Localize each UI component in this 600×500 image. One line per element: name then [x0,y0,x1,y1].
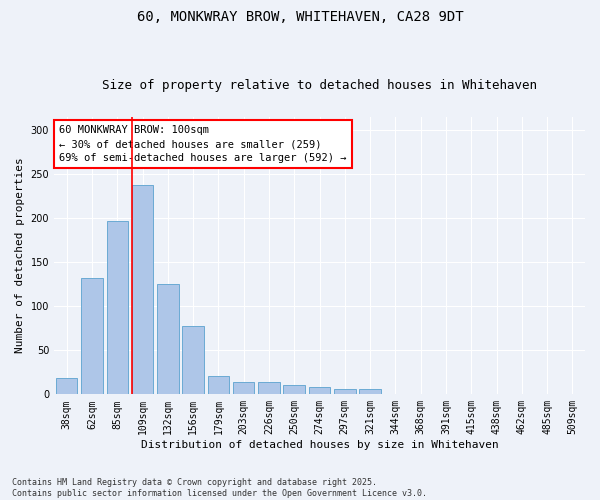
Bar [233,382,254,394]
Bar [182,326,204,394]
Bar [258,382,280,394]
Bar [309,388,330,394]
Bar [56,378,77,394]
Y-axis label: Number of detached properties: Number of detached properties [15,158,25,354]
Text: 60 MONKWRAY BROW: 100sqm
← 30% of detached houses are smaller (259)
69% of semi-: 60 MONKWRAY BROW: 100sqm ← 30% of detach… [59,125,347,163]
Bar [359,389,381,394]
Bar [283,384,305,394]
Bar [334,389,356,394]
X-axis label: Distribution of detached houses by size in Whitehaven: Distribution of detached houses by size … [140,440,499,450]
Bar [157,284,179,395]
Text: 60, MONKWRAY BROW, WHITEHAVEN, CA28 9DT: 60, MONKWRAY BROW, WHITEHAVEN, CA28 9DT [137,10,463,24]
Bar [208,376,229,394]
Text: Contains HM Land Registry data © Crown copyright and database right 2025.
Contai: Contains HM Land Registry data © Crown c… [12,478,427,498]
Bar [107,221,128,394]
Bar [81,278,103,394]
Title: Size of property relative to detached houses in Whitehaven: Size of property relative to detached ho… [102,79,537,92]
Bar [132,184,153,394]
